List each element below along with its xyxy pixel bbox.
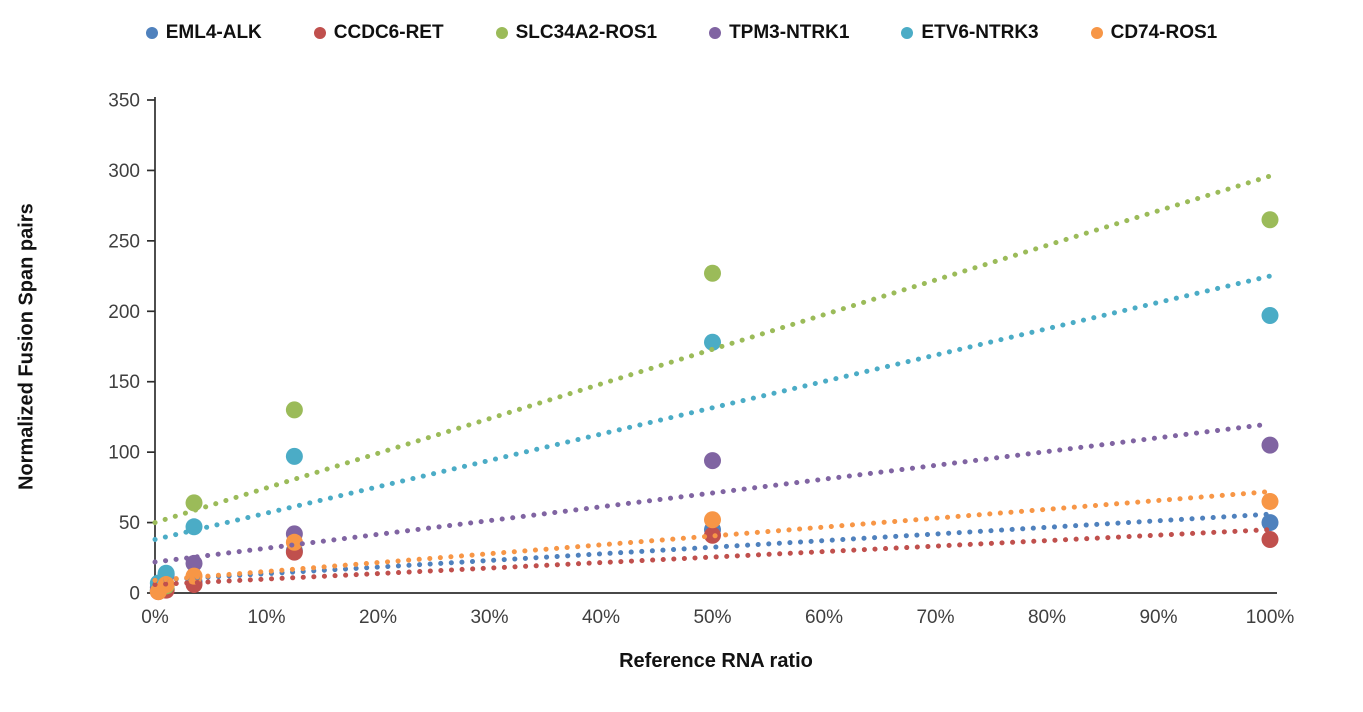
data-point-TPM3-NTRK1 — [1261, 436, 1279, 454]
legend-label: TPM3-NTRK1 — [729, 22, 850, 43]
x-tick-label: 50% — [693, 607, 731, 628]
y-tick-label: 50 — [119, 513, 140, 534]
data-point-ETV6-NTRK3 — [704, 333, 721, 351]
x-tick-label: 30% — [470, 607, 508, 628]
y-tick-label: 150 — [108, 372, 140, 393]
legend-marker-circle — [145, 27, 158, 39]
legend-item-EML4-ALK: EML4-ALK — [145, 22, 262, 44]
data-point-EML4-ALK — [1261, 514, 1279, 532]
x-tick-label: 90% — [1139, 607, 1177, 628]
legend-label: SLC34A2-ROS1 — [515, 22, 658, 43]
data-point-CD74-ROS1 — [704, 511, 721, 529]
data-point-TPM3-NTRK1 — [704, 452, 721, 470]
legend-marker-circle — [709, 27, 722, 39]
data-point-ETV6-NTRK3 — [285, 447, 303, 465]
x-tick-label: 40% — [582, 607, 620, 628]
legend-label: CCDC6-RET — [333, 22, 444, 43]
legend-item-CCDC6-RET: CCDC6-RET — [313, 22, 444, 44]
x-tick-label: 80% — [1028, 607, 1066, 628]
data-point-CCDC6-RET — [1261, 530, 1279, 548]
trendline-ETV6-NTRK3 — [152, 273, 1273, 542]
trendline-EML4-ALK — [152, 511, 1273, 583]
legend-label: EML4-ALK — [165, 22, 262, 43]
y-tick-label: 250 — [108, 231, 140, 252]
legend-item-CD74-ROS1: CD74-ROS1 — [1090, 22, 1218, 44]
x-tick-label: 70% — [916, 607, 954, 628]
y-tick-label: 300 — [108, 161, 140, 182]
legend-label: ETV6-NTRK3 — [921, 22, 1039, 43]
legend-item-TPM3-NTRK1: TPM3-NTRK1 — [709, 22, 849, 44]
data-point-CD74-ROS1 — [1261, 492, 1279, 510]
data-point-SLC34A2-ROS1 — [285, 401, 303, 419]
data-point-SLC34A2-ROS1 — [704, 264, 721, 282]
legend-marker-circle — [1090, 27, 1103, 39]
trendline-TPM3-NTRK1 — [152, 421, 1273, 565]
data-point-SLC34A2-ROS1 — [185, 494, 203, 512]
legend-marker-circle — [495, 27, 508, 39]
y-tick-label: 100 — [108, 443, 140, 464]
x-tick-label: 60% — [805, 607, 843, 628]
data-point-SLC34A2-ROS1 — [1261, 211, 1279, 229]
data-point-TPM3-NTRK1 — [185, 554, 203, 572]
legend: EML4-ALK CCDC6-RET SLC34A2-ROS1 TPM3-NTRK1 E… — [0, 18, 1363, 48]
x-tick-label: 10% — [247, 607, 285, 628]
legend-label: CD74-ROS1 — [1110, 22, 1218, 43]
trendline-SLC34A2-ROS1 — [152, 173, 1273, 526]
trendline-CD74-ROS1 — [152, 489, 1273, 583]
data-point-CCDC6-RET — [704, 526, 721, 544]
y-tick-label: 200 — [108, 302, 140, 323]
x-tick-label: 100% — [1246, 607, 1295, 628]
legend-item-ETV6-NTRK3: ETV6-NTRK3 — [901, 22, 1039, 44]
x-tick-label: 20% — [359, 607, 397, 628]
data-point-ETV6-NTRK3 — [1261, 307, 1279, 325]
legend-item-SLC34A2-ROS1: SLC34A2-ROS1 — [495, 22, 658, 44]
legend-marker-circle — [313, 27, 326, 39]
y-tick-label: 350 — [108, 91, 140, 112]
legend-marker-circle — [901, 27, 914, 39]
x-tick-label: 0% — [141, 607, 169, 628]
x-axis-title: Reference RNA ratio — [619, 650, 813, 672]
y-tick-label: 0 — [129, 584, 140, 605]
